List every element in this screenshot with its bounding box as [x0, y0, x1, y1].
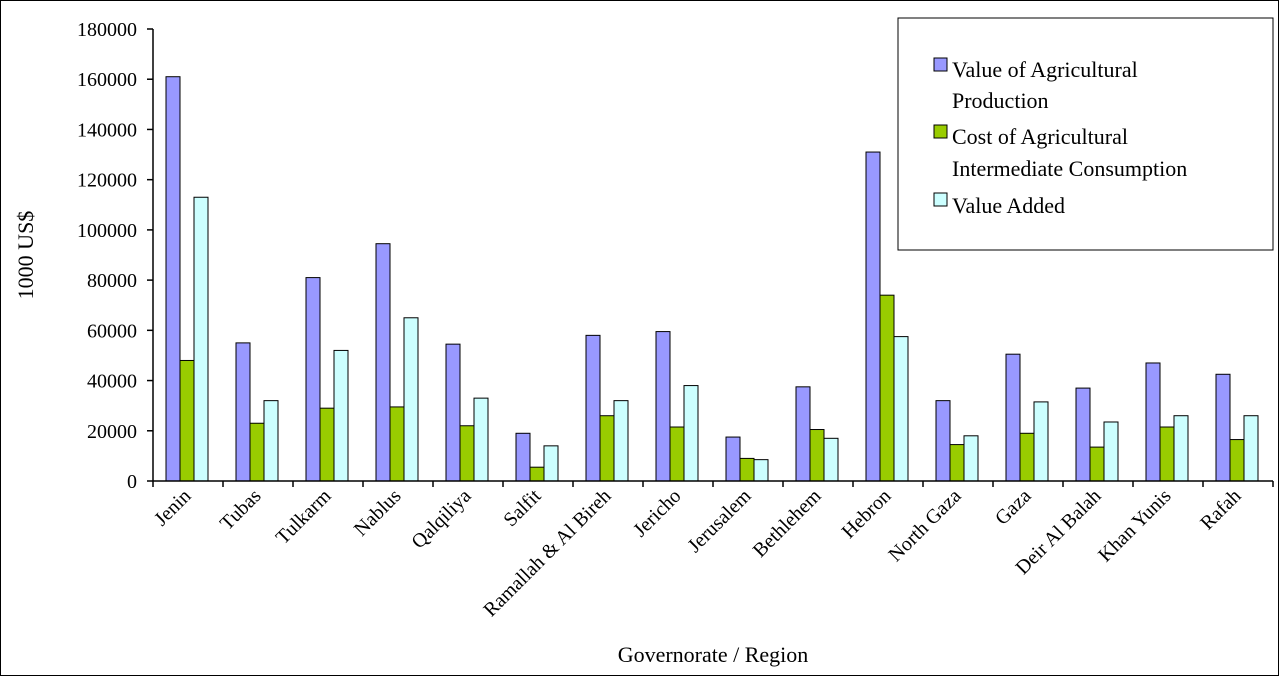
- x-tick-label: Tulkarm: [272, 485, 336, 549]
- x-axis-title: Governorate / Region: [618, 642, 809, 667]
- y-axis-ticks: 0 20000 40000 60000 80000 100000 120000 140000 1…: [77, 19, 1274, 493]
- bar-jericho-series-2: [669, 426, 685, 482]
- x-tick-label: Nablus: [350, 485, 406, 541]
- bar-north-gaza-series-2: [949, 444, 965, 482]
- bar-deir-al-balah-series-1: [1075, 387, 1091, 482]
- bar-gaza-series-3: [1033, 401, 1049, 482]
- bar-hebron-series-3: [893, 336, 909, 482]
- bar-khan-yunis-series-2: [1159, 426, 1175, 482]
- bar-bethlehem-series-1: [795, 386, 811, 482]
- bar-jericho-series-3: [683, 385, 699, 482]
- bar-rafah-series-3: [1243, 415, 1259, 482]
- y-axis-title: 1000 US$: [13, 211, 38, 300]
- bar-salfit-series-2: [529, 466, 545, 482]
- x-tick-label: Bethlehem: [749, 485, 826, 562]
- legend-label-cost-line1: Cost of Agricultural: [952, 124, 1128, 149]
- bar-jenin-series-1: [165, 76, 181, 482]
- bar-qalqiliya-series-1: [445, 343, 461, 482]
- legend-label-value-added: Value Added: [952, 193, 1065, 218]
- y-tick-label: 140000: [77, 119, 137, 141]
- legend-label-production-line1: Value of Agricultural: [952, 57, 1138, 82]
- bar-jericho-series-1: [655, 331, 671, 482]
- x-tick-label: Gaza: [991, 485, 1036, 530]
- bar-jerusalem-series-3: [753, 459, 769, 482]
- bar-ramallah-al-bireh-series-2: [599, 415, 615, 482]
- bar-tubas-series-2: [249, 422, 265, 482]
- y-tick-label: 80000: [87, 270, 137, 292]
- bar-jenin-series-3: [193, 196, 209, 482]
- x-tick-label: Tubas: [216, 485, 266, 535]
- x-tick-label: Qalqiliya: [407, 485, 475, 553]
- y-tick-label: 180000: [77, 19, 137, 41]
- bar-tubas-series-1: [235, 342, 251, 482]
- legend-swatch-production: [933, 57, 948, 72]
- bar-deir-al-balah-series-3: [1103, 421, 1119, 482]
- bar-tulkarm-series-1: [305, 277, 321, 482]
- bar-gaza-series-2: [1019, 432, 1035, 482]
- bar-qalqiliya-series-2: [459, 425, 475, 482]
- bar-bethlehem-series-3: [823, 437, 839, 482]
- bar-khan-yunis-series-1: [1145, 362, 1161, 482]
- bar-salfit-series-3: [543, 445, 559, 482]
- x-tick-label: Jenin: [150, 485, 195, 530]
- y-tick-label: 20000: [87, 421, 137, 443]
- x-tick-label: Hebron: [838, 485, 896, 543]
- y-tick-label: 40000: [87, 371, 137, 393]
- bar-ramallah-al-bireh-series-1: [585, 334, 601, 482]
- y-tick-label: 0: [127, 471, 137, 493]
- legend-box: [897, 17, 1274, 251]
- legend-swatch-value-added: [933, 192, 948, 207]
- bar-nablus-series-1: [375, 243, 391, 482]
- bar-deir-al-balah-series-2: [1089, 446, 1105, 482]
- bar-gaza-series-1: [1005, 353, 1021, 482]
- bar-khan-yunis-series-3: [1173, 415, 1189, 482]
- bar-north-gaza-series-3: [963, 435, 979, 482]
- bar-rafah-series-2: [1229, 439, 1245, 482]
- legend-swatch-cost: [933, 124, 948, 139]
- y-tick-label: 160000: [77, 69, 137, 91]
- x-tick-label: Khan Yunis: [1094, 485, 1176, 567]
- x-tick-label: Jericho: [629, 485, 685, 541]
- bar-salfit-series-1: [515, 432, 531, 482]
- bar-ramallah-al-bireh-series-3: [613, 400, 629, 482]
- bar-jenin-series-2: [179, 359, 195, 482]
- bar-bethlehem-series-2: [809, 429, 825, 482]
- bar-hebron-series-1: [865, 151, 881, 482]
- bar-nablus-series-2: [389, 406, 405, 482]
- x-tick-label: Salfit: [499, 485, 546, 532]
- x-tick-label: Jerusalem: [683, 485, 755, 557]
- y-tick-label: 100000: [77, 220, 137, 242]
- x-axis-tick-labels: Jenin Tubas Tulkarm Nablus Qalqiliya SalfitRa…: [150, 485, 1245, 621]
- legend: Value of Agricultural Production Cost of…: [897, 17, 1274, 251]
- bar-tulkarm-series-3: [333, 349, 349, 482]
- bar-north-gaza-series-1: [935, 400, 951, 482]
- bars-group: [165, 76, 1259, 482]
- x-tick-label: Rafah: [1196, 485, 1245, 534]
- y-tick-label: 60000: [87, 320, 137, 342]
- bar-jerusalem-series-1: [725, 436, 741, 482]
- bar-tulkarm-series-2: [319, 407, 335, 482]
- bar-tubas-series-3: [263, 400, 279, 482]
- x-tick-label: Ramallah & Al Bireh: [479, 485, 615, 621]
- bar-qalqiliya-series-3: [473, 397, 489, 482]
- legend-label-cost-line2: Intermediate Consumption: [952, 156, 1187, 181]
- bar-hebron-series-2: [879, 294, 895, 482]
- x-tick-label: North Gaza: [884, 485, 965, 566]
- y-tick-label: 120000: [77, 170, 137, 192]
- bar-jerusalem-series-2: [739, 457, 755, 482]
- legend-label-production-line2: Production: [952, 88, 1049, 113]
- bar-nablus-series-3: [403, 317, 419, 482]
- bar-rafah-series-1: [1215, 373, 1231, 482]
